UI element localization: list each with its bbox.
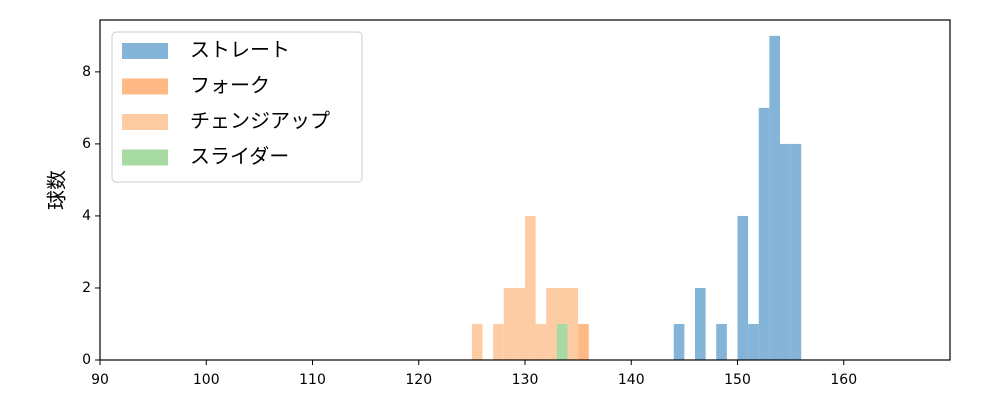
- y-tick-label: 2: [82, 280, 91, 296]
- bar: [780, 143, 791, 360]
- bar: [514, 287, 525, 360]
- x-tick-label: 90: [91, 372, 109, 388]
- x-tick-label: 140: [618, 372, 645, 388]
- legend-label: フォーク: [190, 73, 270, 97]
- y-tick-label: 0: [82, 352, 91, 368]
- bar: [493, 323, 504, 360]
- legend-swatch: [122, 114, 168, 130]
- x-tick-label: 150: [724, 372, 751, 388]
- y-tick-label: 4: [82, 208, 91, 224]
- y-tick-label: 6: [82, 136, 91, 152]
- bar: [471, 323, 483, 360]
- legend-swatch: [122, 78, 168, 95]
- bar: [503, 287, 515, 360]
- bar: [525, 215, 536, 360]
- bar: [556, 287, 568, 360]
- legend-box: [111, 31, 363, 183]
- bar: [790, 143, 802, 360]
- x-tick-label: 130: [512, 372, 539, 388]
- legend-swatch: [122, 43, 168, 59]
- bar: [673, 323, 685, 360]
- bar: [535, 323, 547, 360]
- bar: [769, 35, 780, 360]
- legend-swatch: [122, 149, 168, 166]
- y-tick-label: 8: [82, 64, 91, 80]
- bar: [737, 215, 749, 360]
- x-tick-label: 100: [193, 372, 220, 388]
- legend-label: チェンジアップ: [190, 109, 330, 133]
- bar: [546, 287, 557, 360]
- bar: [567, 287, 579, 360]
- bar: [748, 323, 759, 360]
- bar: [695, 287, 706, 360]
- bar: [578, 323, 589, 360]
- x-tick-label: 120: [405, 372, 432, 388]
- x-tick-label: 160: [830, 372, 857, 388]
- bar: [716, 323, 727, 360]
- y-axis-label: 球数: [45, 170, 69, 210]
- x-tick-label: 110: [299, 372, 326, 388]
- bar: [556, 323, 568, 360]
- legend-label: ストレート: [190, 38, 290, 62]
- legend-label: スライダー: [190, 144, 289, 168]
- bar: [758, 107, 770, 361]
